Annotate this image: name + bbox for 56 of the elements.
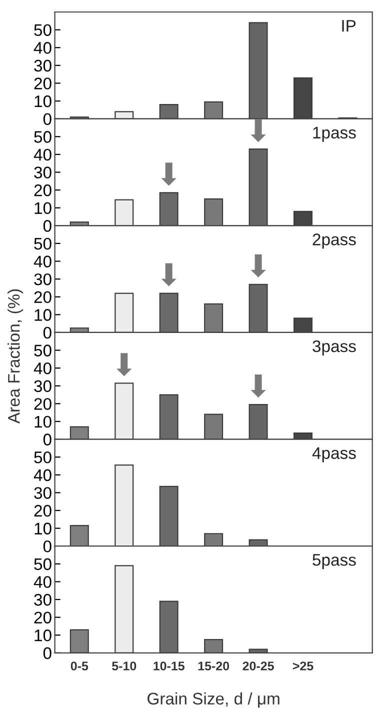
y-tick-label: 0 — [43, 540, 52, 552]
y-tick-label: 50 — [34, 451, 52, 464]
annotation: ⬇ — [161, 162, 176, 186]
y-tick-label: 40 — [34, 469, 52, 482]
y-tick-label: 40 — [34, 42, 52, 54]
y-tick-label: 50 — [34, 344, 52, 356]
annotation: ⬇ — [250, 374, 266, 398]
y-tick-label: 20 — [34, 504, 52, 517]
annotation: ⬇ — [116, 353, 132, 376]
y-tick-label: 50 — [34, 558, 52, 570]
y-tick-label: 30 — [34, 594, 52, 606]
y-tick-label: 0 — [43, 434, 52, 446]
annotation: ⬇ — [161, 263, 176, 286]
x-tick-label: 10-15 — [154, 662, 184, 670]
y-tick-label: 20 — [34, 612, 52, 624]
y-axis-title: Area Fraction, (%) — [8, 289, 24, 424]
y-tick-label: 20 — [34, 398, 52, 410]
y-tick-label: 10 — [34, 95, 52, 108]
y-tick-label: 20 — [34, 184, 52, 196]
y-tick-label: 40 — [34, 256, 52, 268]
y-tick-label: 40 — [34, 148, 52, 161]
y-tick-label: 10 — [34, 309, 52, 321]
y-tick-label: 0 — [43, 647, 52, 660]
x-axis-title: Grain Size, d / μm — [148, 692, 280, 708]
x-tick-label: 0-5 — [70, 662, 88, 670]
y-tick-label: 10 — [34, 416, 52, 428]
y-tick-label: 40 — [34, 362, 52, 374]
y-tick-label: 40 — [34, 576, 52, 588]
y-tick-label: 0 — [43, 113, 52, 126]
chart-title: 1pass — [313, 126, 356, 142]
y-tick-label: 30 — [34, 273, 52, 286]
y-tick-label: 30 — [34, 166, 52, 178]
chart-title: 2pass — [312, 234, 356, 249]
annotation: ⬇ — [250, 254, 266, 278]
annotation: ⬇ — [250, 119, 266, 142]
y-tick-label: 50 — [34, 131, 52, 143]
y-tick-label: 0 — [43, 326, 52, 339]
y-tick-label: 10 — [34, 522, 52, 534]
chart-title: IP — [342, 20, 356, 32]
y-tick-label: 0 — [43, 220, 52, 232]
chart-title: 3pass — [312, 340, 356, 356]
y-tick-label: 30 — [34, 380, 52, 392]
y-tick-label: 30 — [34, 487, 52, 499]
y-tick-label: 20 — [34, 291, 52, 304]
chart-title: 5pass — [312, 554, 356, 570]
y-tick-label: 30 — [34, 60, 52, 72]
y-tick-label: 20 — [34, 78, 52, 90]
x-tick-label: 20-25 — [242, 662, 274, 670]
y-tick-label: 10 — [34, 630, 52, 642]
y-tick-label: 50 — [34, 24, 52, 36]
y-tick-label: 50 — [34, 238, 52, 250]
x-tick-label: 15-20 — [198, 662, 230, 670]
y-tick-label: 10 — [34, 202, 52, 214]
x-tick-label: 5-10 — [112, 662, 136, 670]
x-tick-label: >25 — [292, 662, 314, 670]
chart-title: 4pass — [312, 447, 356, 462]
